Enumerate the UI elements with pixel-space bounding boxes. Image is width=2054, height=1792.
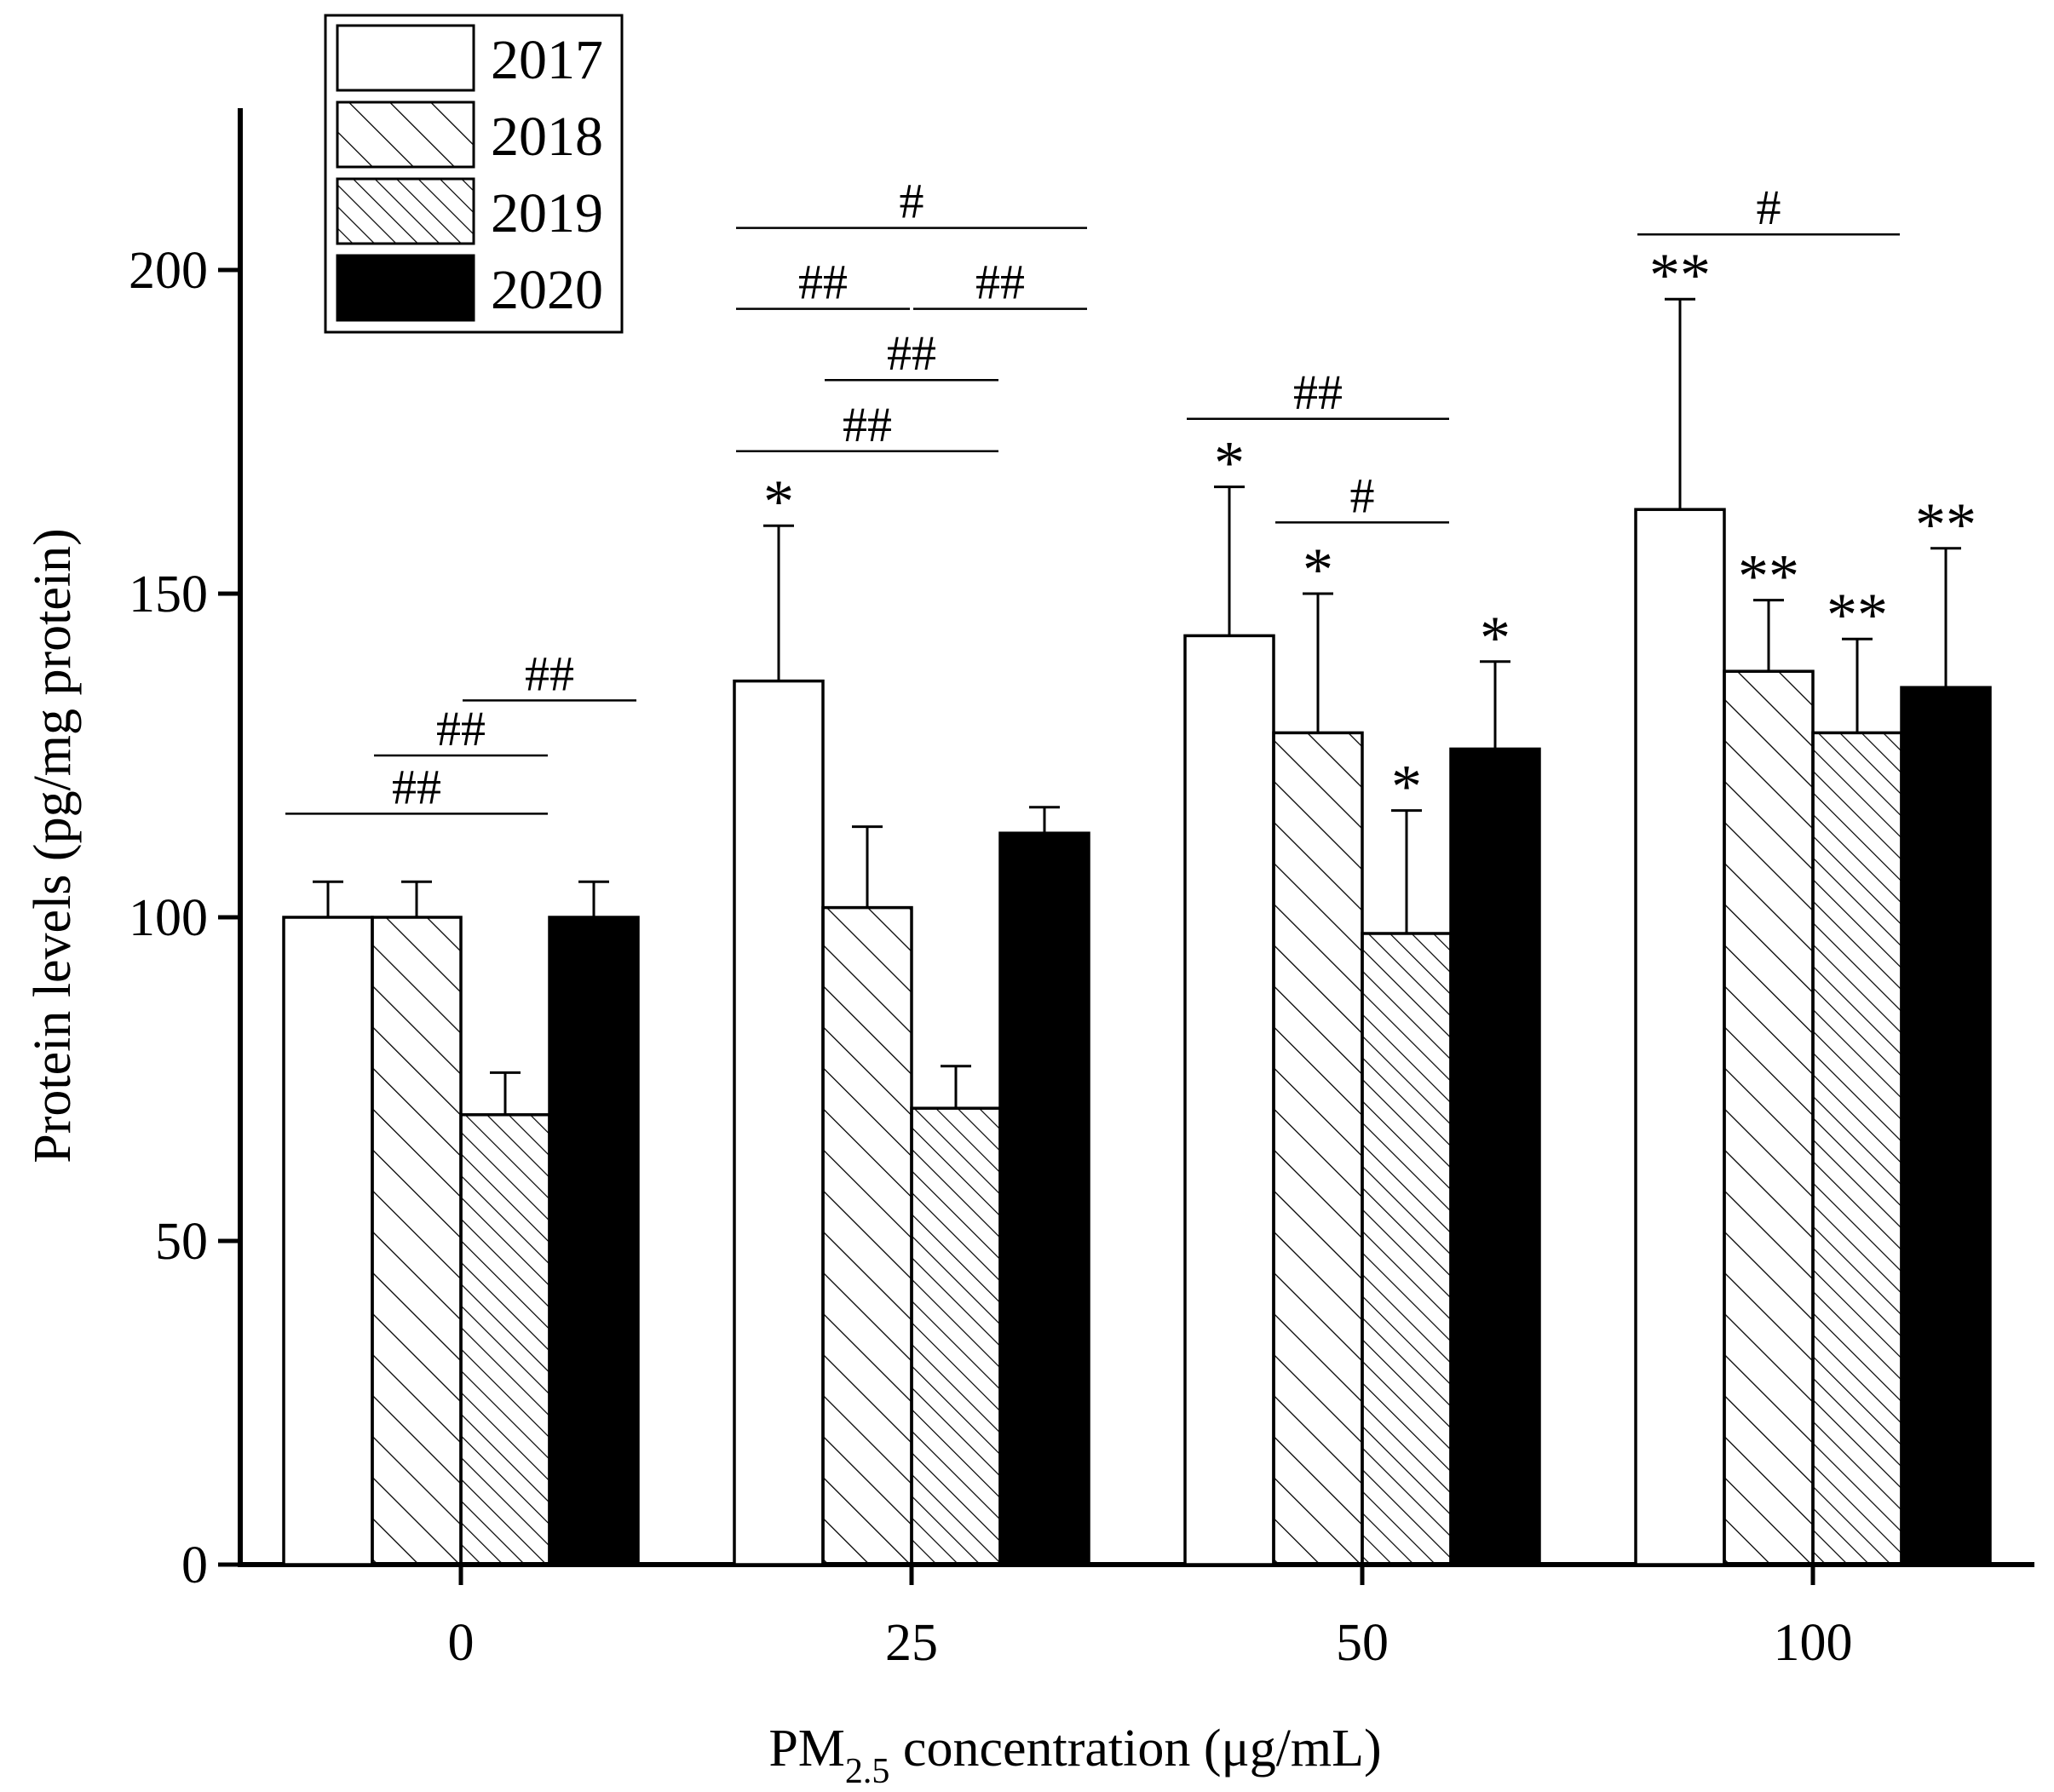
bar-2017-0 xyxy=(282,916,374,1566)
bar-2019-100 xyxy=(1811,731,1903,1566)
bars xyxy=(282,508,1992,1566)
bar-2020-50 xyxy=(1449,747,1541,1566)
bar-2020-25 xyxy=(998,831,1090,1566)
significance-label: ## xyxy=(798,255,848,310)
error-bars xyxy=(313,297,1961,1115)
legend-label-2019: 2019 xyxy=(491,182,603,244)
significance-label: # xyxy=(1757,180,1781,235)
bar-2019-25 xyxy=(910,1106,1002,1566)
x-axis-title-main: PM xyxy=(768,1720,845,1778)
bar-2018-100 xyxy=(1723,669,1815,1566)
legend-swatch-2020 xyxy=(336,254,475,322)
significance-label: ## xyxy=(843,397,892,452)
y-tick-label: 100 xyxy=(129,889,208,947)
x-axis-title-rest: concentration (μg/mL) xyxy=(889,1720,1381,1778)
bar-2018-25 xyxy=(821,905,913,1566)
significance-star: * xyxy=(1214,429,1245,497)
significance-label: # xyxy=(1350,468,1375,523)
bar-2020-100 xyxy=(1900,686,1992,1566)
legend-swatch-2019 xyxy=(336,177,475,245)
y-axis-title: Protein levels (pg/mg protein) xyxy=(24,528,82,1163)
significance-label: ## xyxy=(525,646,574,701)
y-tick-label: 150 xyxy=(129,566,208,623)
x-tick-label: 100 xyxy=(1774,1614,1853,1672)
bar-2020-0 xyxy=(548,916,640,1566)
legend-swatch-2017 xyxy=(336,24,475,92)
y-tick-label: 200 xyxy=(129,242,208,300)
legend-label-2017: 2017 xyxy=(491,29,603,91)
legend-swatch-2018 xyxy=(336,101,475,169)
significance-star: * xyxy=(1303,536,1333,604)
x-tick-label: 0 xyxy=(448,1614,475,1672)
significance-star: * xyxy=(763,468,794,536)
significance-star: * xyxy=(1480,604,1510,672)
significance-label: ## xyxy=(392,759,441,814)
significance-label: ## xyxy=(887,325,936,381)
significance-star: ** xyxy=(1649,241,1711,309)
significance-star: * xyxy=(1391,753,1422,821)
significance-label: # xyxy=(900,174,924,229)
legend-label-2020: 2020 xyxy=(491,259,603,321)
x-tick-label: 50 xyxy=(1336,1614,1389,1672)
x-axis-title-subscript: 2.5 xyxy=(845,1752,890,1788)
x-tick-label: 25 xyxy=(885,1614,938,1672)
bar-2017-25 xyxy=(733,679,825,1566)
bar-2019-50 xyxy=(1361,932,1453,1566)
significance-label: ## xyxy=(1293,365,1343,420)
significance-label: ## xyxy=(436,701,486,756)
significance-star: ** xyxy=(1915,491,1976,559)
bar-2017-50 xyxy=(1183,634,1275,1566)
significance-star: ** xyxy=(1827,581,1888,649)
significance-star: ** xyxy=(1738,543,1799,611)
legend-label-2018: 2018 xyxy=(491,106,603,168)
bar-2019-0 xyxy=(459,1113,551,1566)
y-tick-label: 0 xyxy=(181,1536,208,1594)
bar-2018-0 xyxy=(371,916,463,1566)
bar-2018-50 xyxy=(1272,731,1364,1566)
significance-brackets: ############ ####### xyxy=(285,174,1900,815)
significance-label: ## xyxy=(975,255,1025,310)
legend: 2017 2018 2019 2020 xyxy=(324,14,624,334)
x-axis-title: PM2.5 concentration (μg/mL) xyxy=(768,1720,1381,1788)
significance-stars: ***** ******** xyxy=(763,241,1976,820)
y-tick-label: 50 xyxy=(155,1213,208,1271)
bar-2017-100 xyxy=(1634,508,1726,1566)
